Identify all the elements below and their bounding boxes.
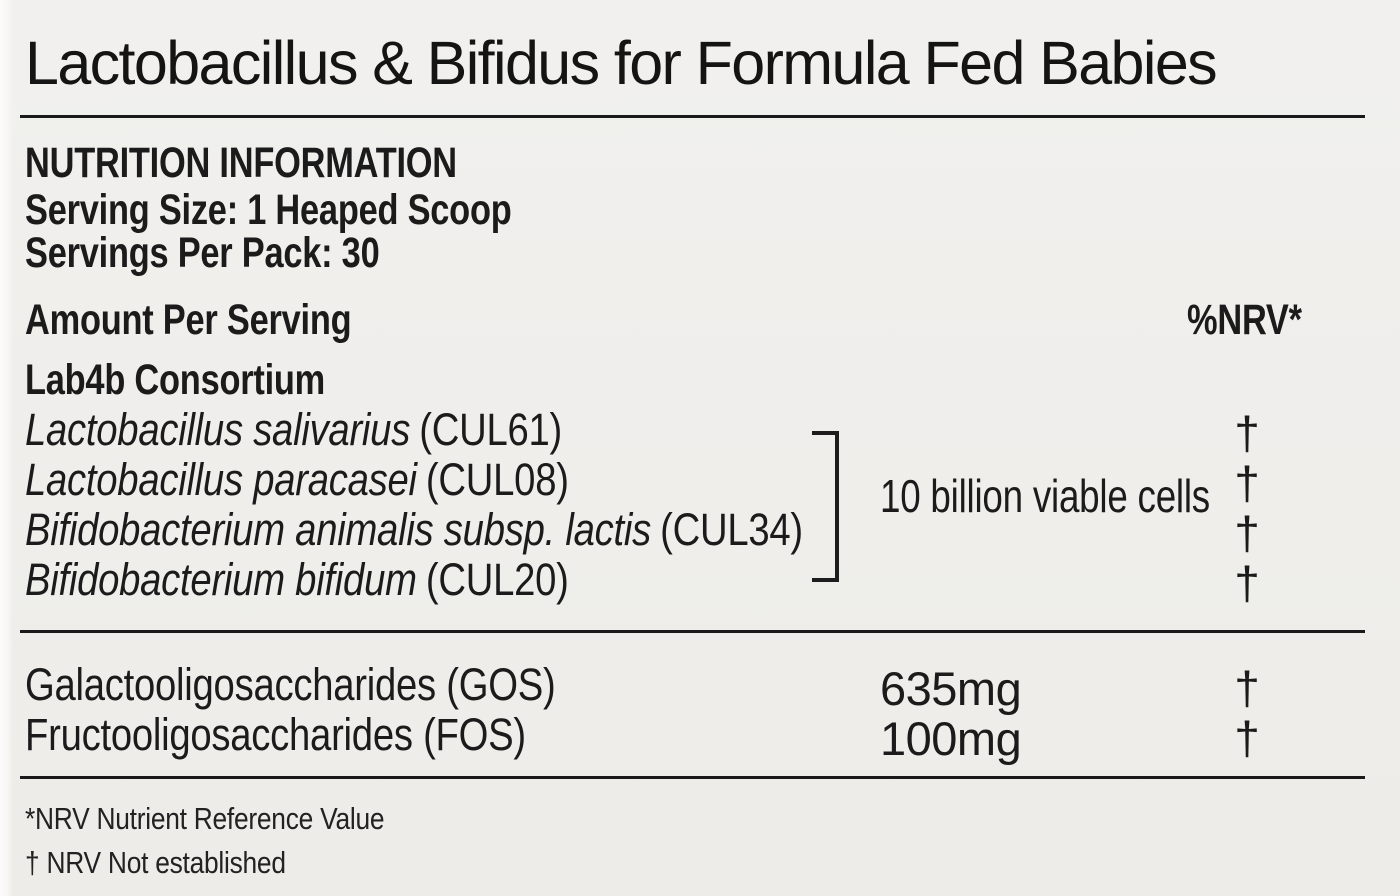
divider-top bbox=[20, 115, 1365, 118]
strain-row: Lactobacillus paracasei (CUL08) † bbox=[0, 454, 1400, 509]
strain-species: Bifidobacterium animalis subsp. lactis bbox=[25, 504, 651, 555]
consortium-name: Lab4b Consortium bbox=[25, 356, 400, 405]
footnote-dagger-text: † NRV Not established bbox=[25, 845, 286, 880]
strain-species: Lactobacillus salivarius bbox=[25, 404, 411, 455]
footnote-nrv-text: *NRV Nutrient Reference Value bbox=[25, 801, 385, 836]
servings-per-pack-text: Servings Per Pack: 30 bbox=[25, 229, 380, 277]
combined-amount-text: 10 billion viable cells bbox=[880, 470, 1210, 522]
divider-bottom bbox=[20, 776, 1365, 779]
combined-amount-value: 10 billion viable cells bbox=[880, 469, 1292, 523]
consortium-name-text: Lab4b Consortium bbox=[25, 356, 326, 404]
prebiotic-name: Galactooligosaccharides (GOS) bbox=[25, 659, 556, 710]
divider-middle bbox=[20, 630, 1365, 633]
prebiotic-row: Fructooligosaccharides (FOS) 100mg † bbox=[0, 709, 1400, 765]
prebiotic-amount-value: 100mg bbox=[880, 712, 1022, 765]
amount-per-serving-text: Amount Per Serving bbox=[25, 296, 352, 344]
strain-row: Lactobacillus salivarius (CUL61) † bbox=[0, 404, 1400, 459]
page-title: Lactobacillus & Bifidus for Formula Fed … bbox=[25, 29, 1218, 97]
nrv-header: %NRV* bbox=[1187, 296, 1330, 345]
footnote-dagger: † NRV Not established bbox=[25, 845, 332, 881]
prebiotic-amount-value: 635mg bbox=[880, 662, 1022, 715]
strain-nrv-dagger: † bbox=[1234, 407, 1260, 459]
serving-size-text: Serving Size: 1 Heaped Scoop bbox=[25, 186, 512, 234]
prebiotic-name: Fructooligosaccharides (FOS) bbox=[25, 709, 526, 760]
strain-code: (CUL20) bbox=[425, 554, 569, 605]
amount-per-serving-header: Amount Per Serving bbox=[25, 296, 433, 345]
consortium-group-bracket bbox=[812, 431, 839, 582]
nutrition-info-header-text: NUTRITION INFORMATION bbox=[25, 139, 457, 187]
serving-size-line: Serving Size: 1 Heaped Scoop bbox=[25, 186, 633, 235]
prebiotic-row: Galactooligosaccharides (GOS) 635mg † bbox=[0, 659, 1400, 715]
paper-edge bbox=[0, 0, 13, 896]
prebiotic-nrv-dagger: † bbox=[1234, 662, 1260, 714]
strain-nrv-dagger: † bbox=[1234, 557, 1260, 609]
nrv-header-text: %NRV* bbox=[1187, 296, 1302, 344]
strain-species: Lactobacillus paracasei bbox=[25, 454, 417, 505]
strain-species: Bifidobacterium bifidum bbox=[25, 554, 417, 605]
strain-name: Bifidobacterium animalis subsp. lactis (C… bbox=[25, 504, 803, 556]
strain-code: (CUL08) bbox=[425, 454, 569, 505]
strain-row: Bifidobacterium bifidum (CUL20) † bbox=[0, 554, 1400, 609]
strain-name: Bifidobacterium bifidum (CUL20) bbox=[25, 554, 569, 606]
nutrition-info-header: NUTRITION INFORMATION bbox=[25, 139, 565, 188]
footnote-nrv: *NRV Nutrient Reference Value bbox=[25, 801, 448, 837]
strain-nrv-dagger: † bbox=[1234, 457, 1260, 509]
strain-nrv-dagger: † bbox=[1234, 507, 1260, 559]
servings-per-pack-line: Servings Per Pack: 30 bbox=[25, 229, 468, 278]
strain-row: Bifidobacterium animalis subsp. lactis (C… bbox=[0, 504, 1400, 559]
prebiotic-nrv-dagger: † bbox=[1234, 712, 1260, 764]
strain-code: (CUL61) bbox=[419, 404, 563, 455]
strain-name: Lactobacillus salivarius (CUL61) bbox=[25, 404, 562, 456]
strain-code: (CUL34) bbox=[660, 504, 803, 555]
strain-name: Lactobacillus paracasei (CUL08) bbox=[25, 454, 569, 506]
